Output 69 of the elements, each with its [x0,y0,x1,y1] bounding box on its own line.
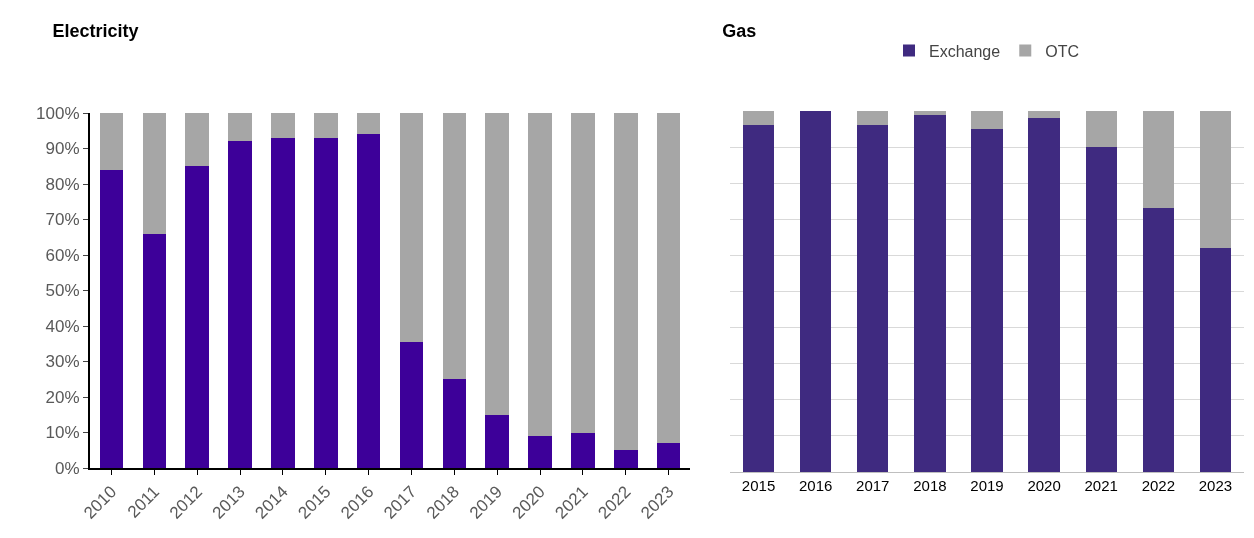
bar [356,134,381,468]
bar [313,113,338,138]
y-tick-label: 60% [45,245,80,265]
bar [656,443,681,468]
bar [857,111,889,126]
y-tick-label: 40% [45,316,80,336]
bar [142,233,167,468]
x-tick-label: 2018 [913,477,947,494]
bar [914,111,946,115]
bar [99,113,124,170]
bar [799,111,832,472]
bar [656,113,681,444]
bar [613,450,638,468]
bar [1085,111,1117,148]
y-tick-label: 90% [45,139,80,159]
bar [571,432,595,468]
bar [914,114,946,472]
bar [271,137,295,468]
bar [228,113,252,142]
x-tick-label: 2019 [970,477,1004,494]
bar [1142,111,1175,209]
bar [742,111,775,126]
x-tick-label: 2022 [1141,477,1176,494]
legend-label: OTC [1045,42,1080,60]
bar [313,137,338,468]
bar [442,379,467,468]
bar [971,129,1003,472]
bar [1199,111,1232,249]
y-tick-label: 30% [45,352,80,372]
bar [399,113,424,342]
x-tick-label: 2020 [1027,477,1061,494]
bar [1028,111,1060,119]
bar [399,341,424,468]
chart-title: Gas [722,20,757,41]
bar [528,436,552,468]
bar [528,113,552,437]
bar [185,166,209,468]
bar [1199,248,1232,472]
bar [971,111,1003,130]
x-tick-label: 2023 [1198,477,1233,494]
y-tick-label: 100% [36,103,80,123]
bar [1085,147,1117,472]
x-tick-label: 2015 [741,477,776,494]
bar [356,113,381,135]
y-tick-label: 80% [45,174,80,194]
bar [571,113,595,433]
bar [485,113,509,415]
bar [485,414,509,468]
bar [185,113,209,167]
bar [742,125,775,472]
bar [1142,208,1175,472]
x-tick-label: 2017 [856,477,890,494]
x-tick-label: 2016 [798,477,833,494]
y-tick-label: 10% [45,423,80,443]
bar [271,113,295,138]
legend-label: Exchange [929,42,1001,60]
x-tick-label: 2021 [1084,477,1118,494]
bar [857,125,889,472]
chart-title: Electricity [52,20,139,41]
y-tick-label: 0% [55,458,80,478]
bar [99,169,124,468]
bar [1028,118,1060,472]
bar [442,113,467,380]
bar [613,113,638,451]
bar [228,141,252,468]
y-tick-label: 50% [45,281,80,301]
bar [142,113,167,234]
y-tick-label: 20% [45,387,80,407]
y-tick-label: 70% [45,210,80,230]
